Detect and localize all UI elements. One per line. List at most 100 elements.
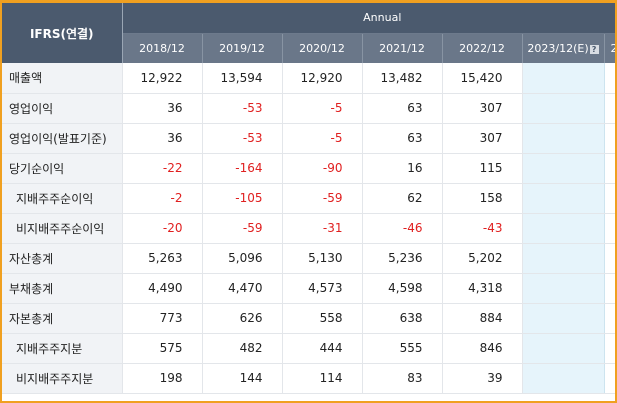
table-cell: 5,263 (122, 243, 203, 274)
table-cell: 4,470 (202, 273, 283, 304)
table-cell: -59 (202, 213, 283, 244)
estimate-cell (522, 153, 605, 184)
table-cell: 15,420 (442, 63, 523, 94)
table-cell: -22 (122, 153, 203, 184)
table-cell: 626 (202, 303, 283, 334)
table-cell: 555 (362, 333, 443, 364)
table-cell: 13,594 (202, 63, 283, 94)
table-row: 매출액 12,922 13,594 12,920 13,482 15,420 (2, 63, 615, 94)
table-cell: 198 (122, 363, 203, 394)
table-cell: -105 (202, 183, 283, 214)
table-cell: 846 (442, 333, 523, 364)
row-label: 당기순이익 (2, 153, 123, 184)
table-cell: 575 (122, 333, 203, 364)
overflow-cell (604, 213, 615, 244)
estimate-column-header: 2023/12(E)? (522, 33, 605, 63)
estimate-cell (522, 183, 605, 214)
table-row: 영업이익(발표기준) 36 -53 -5 63 307 (2, 123, 615, 154)
overflow-cell (604, 123, 615, 154)
overflow-cell (604, 333, 615, 364)
overflow-cell (604, 273, 615, 304)
estimate-cell (522, 93, 605, 124)
table-row: 영업이익 36 -53 -5 63 307 (2, 93, 615, 124)
table-row: 자산총계 5,263 5,096 5,130 5,236 5,202 (2, 243, 615, 274)
row-label: 매출액 (2, 63, 123, 94)
row-label: 부채총계 (2, 273, 123, 304)
table-cell: 4,490 (122, 273, 203, 304)
year-column-header: 2020/12 (282, 33, 363, 63)
row-label: 영업이익(발표기준) (2, 123, 123, 154)
row-label: 자본총계 (2, 303, 123, 334)
table-row: 부채총계 4,490 4,470 4,573 4,598 4,318 (2, 273, 615, 304)
table-cell: -43 (442, 213, 523, 244)
row-label: 비지배주주순이익 (2, 213, 123, 244)
table-cell: 307 (442, 123, 523, 154)
table-cell: 4,573 (282, 273, 363, 304)
table-cell: 4,318 (442, 273, 523, 304)
estimate-cell (522, 333, 605, 364)
question-icon[interactable]: ? (589, 44, 599, 54)
year-header-row: 2018/12 2019/12 2020/12 2021/12 2022/12 2023/… (2, 33, 615, 63)
table-row: 당기순이익 -22 -164 -90 16 115 (2, 153, 615, 184)
table-cell: 63 (362, 93, 443, 124)
table-cell: 444 (282, 333, 363, 364)
table-row: 비지배주주지분 198 144 114 83 39 (2, 363, 615, 394)
table-row: 자본총계 773 626 558 638 884 (2, 303, 615, 334)
table-cell: -53 (202, 123, 283, 154)
row-label: 영업이익 (2, 93, 123, 124)
table-cell: -53 (202, 93, 283, 124)
overflow-cell (604, 243, 615, 274)
overflow-cell (604, 63, 615, 94)
table-cell: 39 (442, 363, 523, 394)
financial-table: IFRS(연결) Annual 2018/12 2019/12 2020/12 202… (2, 3, 615, 394)
table-cell: -164 (202, 153, 283, 184)
table-row: 비지배주주순이익 -20 -59 -31 -46 -43 (2, 213, 615, 244)
table-cell: -20 (122, 213, 203, 244)
overflow-cell (604, 303, 615, 334)
table-cell: 63 (362, 123, 443, 154)
estimate-cell (522, 303, 605, 334)
estimate-cell (522, 363, 605, 394)
estimate-cell (522, 63, 605, 94)
table-cell: -5 (282, 123, 363, 154)
estimate-cell (522, 213, 605, 244)
table-cell: 36 (122, 93, 203, 124)
year-column-header: 2018/12 (122, 33, 203, 63)
row-label: 지배주주순이익 (2, 183, 123, 214)
table-body: 매출액 12,922 13,594 12,920 13,482 15,420 영업이익 36-… (2, 63, 615, 394)
table-cell: 62 (362, 183, 443, 214)
table-cell: 144 (202, 363, 283, 394)
table-cell: -59 (282, 183, 363, 214)
year-column-header: 2019/12 (202, 33, 283, 63)
accounting-standard-header: IFRS(연결) (2, 3, 123, 63)
table-cell: 5,202 (442, 243, 523, 274)
table-cell: 83 (362, 363, 443, 394)
table-cell: 36 (122, 123, 203, 154)
overflow-cell (604, 93, 615, 124)
table-cell: 482 (202, 333, 283, 364)
table-cell: 773 (122, 303, 203, 334)
table-cell: -2 (122, 183, 203, 214)
table-cell: 16 (362, 153, 443, 184)
table-cell: -31 (282, 213, 363, 244)
estimate-cell (522, 123, 605, 154)
estimate-cell (522, 243, 605, 274)
year-column-header: 2022/12 (442, 33, 523, 63)
table-row: 지배주주지분 575 482 444 555 846 (2, 333, 615, 364)
table-cell: 114 (282, 363, 363, 394)
overflow-cell (604, 153, 615, 184)
row-label: 지배주주지분 (2, 333, 123, 364)
estimate-column-label: 2023/12(E) (527, 41, 589, 55)
estimate-cell (522, 273, 605, 304)
row-label: 자산총계 (2, 243, 123, 274)
table-row: 지배주주순이익 -2 -105 -59 62 158 (2, 183, 615, 214)
table-cell: 5,130 (282, 243, 363, 274)
table-cell: -46 (362, 213, 443, 244)
overflow-cell (604, 363, 615, 394)
table-cell: 558 (282, 303, 363, 334)
table-cell: 115 (442, 153, 523, 184)
table-cell: -90 (282, 153, 363, 184)
table-cell: 12,920 (282, 63, 363, 94)
annual-group-header: Annual (122, 3, 615, 34)
